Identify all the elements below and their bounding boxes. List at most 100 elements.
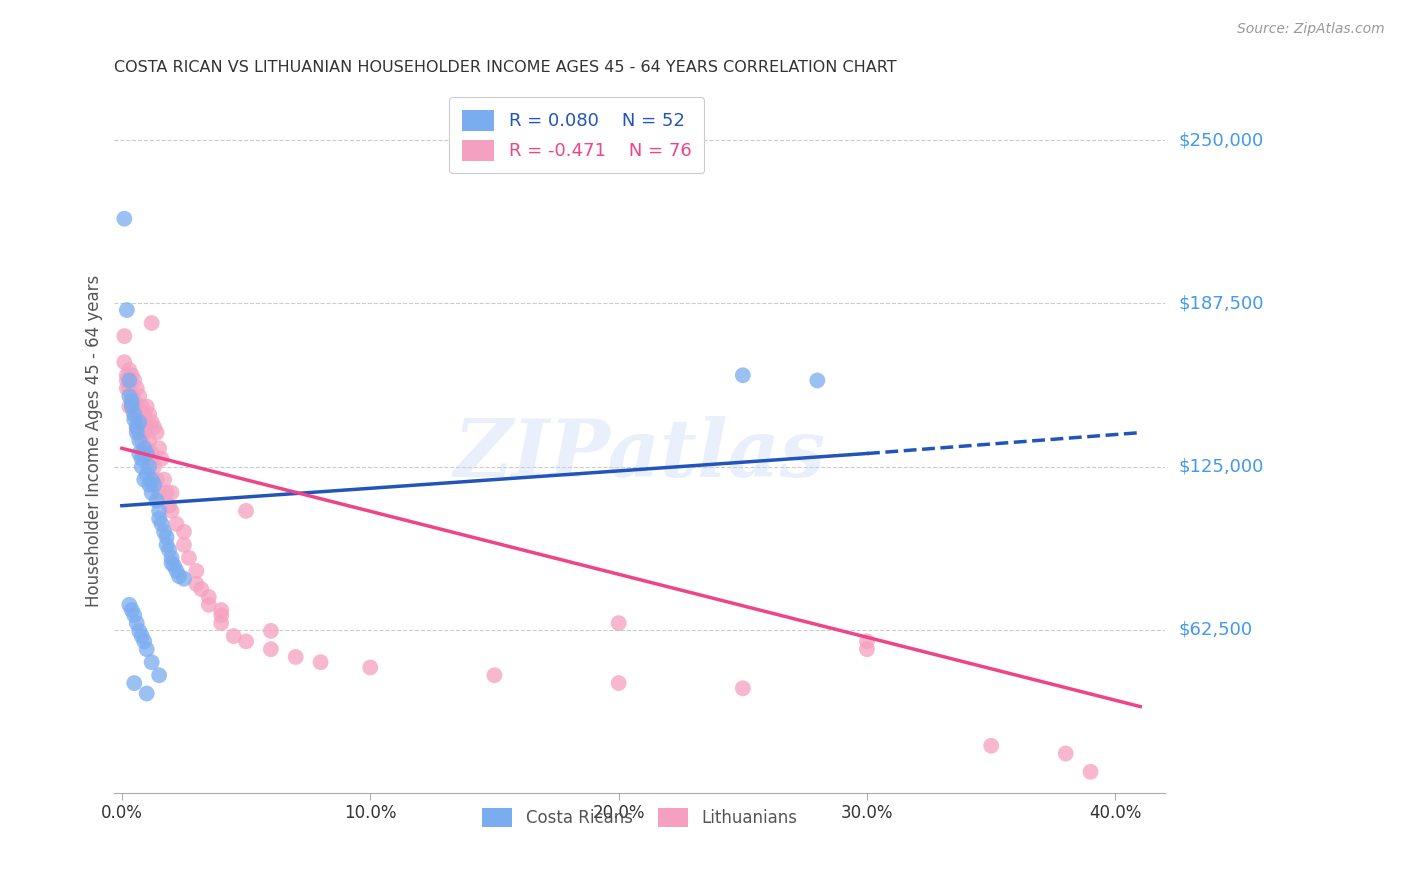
Point: [157, 499, 180, 513]
Point: [177, 550, 200, 565]
Text: $62,500: $62,500: [1180, 621, 1253, 639]
Point: [173, 524, 195, 539]
Point: [128, 425, 150, 440]
Point: [125, 420, 148, 434]
Point: [115, 303, 138, 318]
Point: [980, 739, 1002, 753]
Point: [222, 629, 245, 643]
Point: [160, 550, 183, 565]
Point: [235, 634, 257, 648]
Point: [134, 408, 156, 422]
Point: [209, 603, 232, 617]
Point: [131, 629, 153, 643]
Point: [115, 381, 138, 395]
Point: [155, 485, 177, 500]
Point: [135, 686, 157, 700]
Point: [125, 425, 148, 440]
Point: [134, 473, 156, 487]
Point: [131, 459, 153, 474]
Text: Source: ZipAtlas.com: Source: ZipAtlas.com: [1237, 22, 1385, 37]
Point: [484, 668, 506, 682]
Point: [157, 543, 180, 558]
Point: [135, 446, 157, 460]
Point: [118, 374, 141, 388]
Point: [141, 316, 163, 330]
Point: [1080, 764, 1102, 779]
Point: [135, 420, 157, 434]
Point: [124, 676, 146, 690]
Point: [112, 329, 135, 343]
Point: [121, 603, 143, 617]
Point: [141, 485, 163, 500]
Point: [186, 577, 208, 591]
Text: COSTA RICAN VS LITHUANIAN HOUSEHOLDER INCOME AGES 45 - 64 YEARS CORRELATION CHAR: COSTA RICAN VS LITHUANIAN HOUSEHOLDER IN…: [114, 60, 897, 75]
Point: [125, 381, 148, 395]
Point: [135, 442, 157, 456]
Point: [115, 374, 138, 388]
Point: [148, 442, 170, 456]
Point: [1054, 747, 1077, 761]
Point: [143, 478, 166, 492]
Point: [359, 660, 381, 674]
Point: [138, 451, 160, 466]
Point: [134, 634, 156, 648]
Point: [124, 408, 146, 422]
Point: [209, 608, 232, 623]
Point: [145, 473, 167, 487]
Point: [138, 434, 160, 448]
Point: [134, 425, 156, 440]
Point: [128, 415, 150, 429]
Point: [135, 400, 157, 414]
Point: [148, 668, 170, 682]
Point: [118, 400, 141, 414]
Point: [141, 446, 163, 460]
Text: $125,000: $125,000: [1180, 458, 1264, 475]
Point: [138, 478, 160, 492]
Point: [131, 434, 153, 448]
Point: [143, 420, 166, 434]
Point: [198, 598, 221, 612]
Point: [124, 608, 146, 623]
Point: [112, 211, 135, 226]
Point: [118, 363, 141, 377]
Point: [121, 394, 143, 409]
Point: [153, 473, 176, 487]
Point: [128, 434, 150, 448]
Point: [118, 381, 141, 395]
Point: [260, 642, 283, 657]
Point: [138, 459, 160, 474]
Point: [143, 459, 166, 474]
Point: [112, 355, 135, 369]
Point: [160, 504, 183, 518]
Text: ZIPatlas: ZIPatlas: [454, 416, 825, 493]
Point: [160, 556, 183, 570]
Point: [131, 451, 153, 466]
Point: [163, 558, 186, 573]
Point: [134, 446, 156, 460]
Point: [150, 516, 173, 531]
Point: [155, 530, 177, 544]
Point: [124, 408, 146, 422]
Point: [131, 415, 153, 429]
Point: [141, 473, 163, 487]
Legend: Costa Ricans, Lithuanians: Costa Ricans, Lithuanians: [475, 801, 804, 834]
Point: [148, 504, 170, 518]
Point: [121, 400, 143, 414]
Point: [173, 572, 195, 586]
Point: [607, 616, 630, 631]
Point: [125, 420, 148, 434]
Point: [160, 485, 183, 500]
Point: [125, 616, 148, 631]
Point: [209, 616, 232, 631]
Point: [121, 368, 143, 383]
Point: [731, 368, 754, 383]
Point: [124, 374, 146, 388]
Point: [118, 389, 141, 403]
Point: [607, 676, 630, 690]
Point: [190, 582, 212, 596]
Y-axis label: Householder Income Ages 45 - 64 years: Householder Income Ages 45 - 64 years: [86, 275, 103, 607]
Point: [235, 504, 257, 518]
Point: [806, 374, 828, 388]
Point: [155, 538, 177, 552]
Point: [128, 624, 150, 638]
